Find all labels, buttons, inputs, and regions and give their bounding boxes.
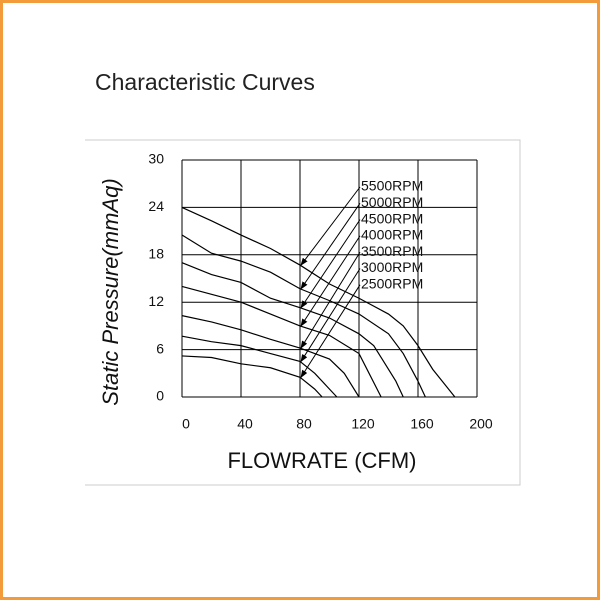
legend-label: 5500RPM	[361, 178, 423, 194]
legend-label: 4500RPM	[361, 210, 423, 226]
legend-label: 4000RPM	[361, 227, 423, 243]
legend-arrow	[300, 203, 361, 290]
series-line	[181, 206, 456, 398]
legend-arrow	[300, 235, 361, 327]
series-line	[181, 285, 382, 398]
y-tick-label: 6	[156, 340, 164, 356]
legend-arrow	[300, 219, 361, 309]
y-tick-label: 24	[148, 198, 164, 214]
series-line	[181, 315, 360, 398]
legend-label: 2500RPM	[361, 276, 423, 292]
y-tick-label: 30	[148, 151, 164, 167]
y-tick-label: 12	[148, 293, 164, 309]
legend-label: 3000RPM	[361, 259, 423, 275]
y-axis-title: Static Pressure(mmAq)	[98, 178, 123, 405]
chart: FLOWRATE (CFM) Static Pressure(mmAq) 0 40…	[85, 139, 521, 486]
x-tick-label: 40	[237, 416, 253, 432]
x-tick-label: 120	[351, 416, 375, 432]
legend-arrow	[300, 268, 361, 363]
chart-frame	[85, 139, 521, 486]
x-axis-title: FLOWRATE (CFM)	[227, 448, 416, 473]
x-tick-label: 200	[469, 416, 493, 432]
legend-label: 3500RPM	[361, 243, 423, 259]
series-line	[181, 262, 404, 398]
y-tick-label: 18	[148, 246, 164, 262]
legend-arrow	[300, 251, 361, 349]
legend-label: 5000RPM	[361, 194, 423, 210]
legend-arrow	[300, 186, 361, 266]
y-tick-label: 0	[156, 388, 164, 404]
series-line	[181, 355, 323, 398]
series-line	[181, 234, 426, 398]
x-tick-label: 160	[410, 416, 434, 432]
legend-arrow	[300, 284, 361, 379]
x-tick-label: 0	[182, 416, 190, 432]
x-tick-label: 80	[296, 416, 312, 432]
page-title: Characteristic Curves	[95, 69, 315, 95]
series-line	[181, 335, 338, 398]
